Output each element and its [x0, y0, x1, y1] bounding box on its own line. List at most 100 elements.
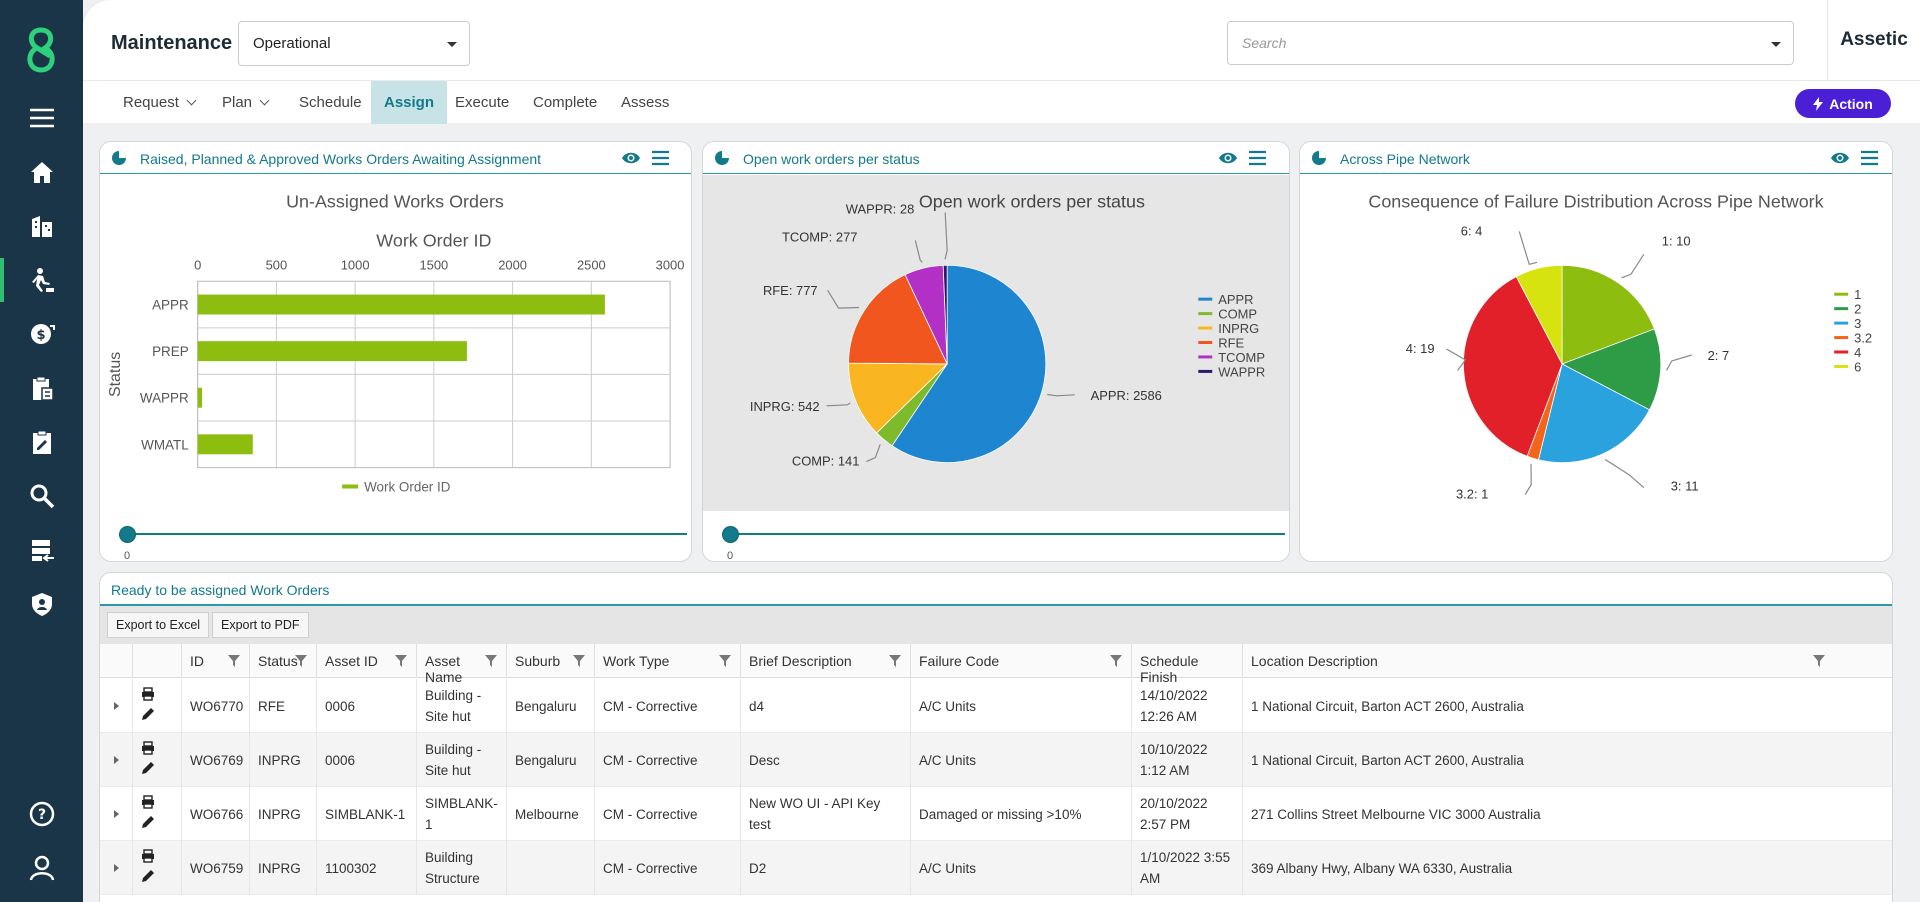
action-button[interactable]: Action: [1795, 89, 1891, 118]
module-title: Maintenance: [111, 32, 233, 54]
chart-title: Consequence of Failure Distribution Acro…: [1368, 191, 1823, 211]
table-row[interactable]: WO6759 INPRG 1100302 Building Structure CM -…: [100, 841, 1892, 895]
panel-title: Raised, Planned & Approved Works Orders …: [140, 151, 542, 167]
bar-prep: [197, 341, 467, 362]
table-row[interactable]: WO6769 INPRG 0006 Building - Site hut Bengal…: [100, 733, 1892, 787]
expand-row-icon[interactable]: [114, 864, 119, 872]
data-transfer-icon[interactable]: [0, 524, 83, 576]
table-header: ID Status Asset ID Asset Name Suburb Work Typ…: [100, 644, 1892, 685]
range-slider[interactable]: 0: [717, 520, 1285, 561]
filter-icon[interactable]: [1813, 655, 1825, 667]
col-work-type-cell: CM - Corrective: [594, 787, 740, 841]
col-status-cell: INPRG: [249, 841, 316, 895]
pie-chart-icon: [112, 151, 126, 165]
edit-icon[interactable]: [141, 869, 155, 883]
data-label: INPRG: 542: [750, 399, 820, 414]
col-brief-description-header[interactable]: Brief Description: [740, 644, 910, 678]
filter-icon[interactable]: [228, 655, 240, 667]
search-placeholder: Search: [1242, 35, 1287, 51]
edit-icon[interactable]: [141, 707, 155, 721]
legend-label: TCOMP: [1218, 350, 1265, 365]
search-icon[interactable]: [0, 470, 83, 522]
print-icon[interactable]: [141, 687, 155, 701]
building-icon[interactable]: [0, 200, 83, 252]
eye-icon[interactable]: [1218, 150, 1238, 166]
clipboard-calc-icon[interactable]: [0, 362, 83, 414]
col-asset-id-header[interactable]: Asset ID: [316, 644, 416, 678]
col-work-type-cell: CM - Corrective: [594, 841, 740, 895]
home-icon[interactable]: [0, 146, 83, 198]
chevron-down-icon: [1771, 42, 1781, 47]
expand-row-icon[interactable]: [114, 702, 119, 710]
tab-plan[interactable]: Plan: [209, 81, 281, 124]
col-id-cell: WO6759: [181, 841, 249, 895]
search-input[interactable]: Search: [1227, 21, 1794, 65]
filter-icon[interactable]: [1110, 655, 1122, 667]
table-row[interactable]: WO6770 RFE 0006 Building - Site hut Bengalur…: [100, 679, 1892, 733]
eye-icon[interactable]: [621, 150, 641, 166]
data-label-connector: [866, 444, 881, 463]
col-location-description-header[interactable]: Location Description: [1242, 644, 1834, 678]
finance-icon[interactable]: $: [0, 308, 83, 360]
column-divider: [132, 841, 133, 895]
data-label: 3: 11: [1671, 479, 1699, 494]
print-icon[interactable]: [141, 741, 155, 755]
expand-row-icon[interactable]: [114, 756, 119, 764]
clipboard-edit-icon[interactable]: [0, 416, 83, 468]
worker-icon[interactable]: [0, 254, 83, 306]
export-excel-button[interactable]: Export to Excel: [107, 612, 210, 638]
filter-icon[interactable]: [395, 655, 407, 667]
hamburger-icon[interactable]: [652, 150, 669, 166]
menu-icon[interactable]: [0, 92, 83, 144]
assetic-logo[interactable]: [20, 26, 62, 74]
col-schedule-finish-cell: 14/10/2022 12:26 AM: [1131, 679, 1242, 733]
col-schedule-finish-header[interactable]: Schedule Finish: [1131, 644, 1242, 685]
filter-icon[interactable]: [573, 655, 585, 667]
filter-icon[interactable]: [719, 655, 731, 667]
slider-handle[interactable]: [119, 526, 136, 543]
pie-slice-rfe: [848, 274, 948, 365]
col-suburb-cell: Bengaluru: [506, 733, 594, 787]
filter-icon[interactable]: [295, 655, 307, 667]
col-suburb-header[interactable]: Suburb: [506, 644, 594, 678]
print-icon[interactable]: [141, 849, 155, 863]
export-pdf-button[interactable]: Export to PDF: [212, 612, 309, 638]
help-icon[interactable]: ?: [0, 788, 83, 840]
col-id-header[interactable]: ID: [181, 644, 249, 678]
eye-icon[interactable]: [1830, 150, 1850, 166]
col-status-cell: INPRG: [249, 787, 316, 841]
col-suburb-cell: Bengaluru: [506, 679, 594, 733]
col-work-type-header[interactable]: Work Type: [594, 644, 740, 678]
print-icon[interactable]: [141, 795, 155, 809]
col-asset-name-header[interactable]: Asset Name: [416, 644, 506, 685]
range-slider[interactable]: 0: [114, 520, 687, 561]
tab-assess[interactable]: Assess: [608, 81, 682, 124]
module-select[interactable]: Operational: [238, 21, 470, 66]
tab-execute[interactable]: Execute: [442, 81, 522, 124]
col-schedule-finish-cell: 20/10/2022 2:57 PM: [1131, 787, 1242, 841]
pie-chart-icon: [1312, 151, 1326, 165]
pie-slice-inprg: [848, 362, 949, 434]
column-label: Failure Code: [919, 653, 1000, 669]
pie-slice-appr: [891, 264, 1047, 463]
table-row[interactable]: WO6766 INPRG SIMBLANK-1 SIMBLANK-1 Melbourne…: [100, 787, 1892, 841]
col-status-header[interactable]: Status: [249, 644, 316, 678]
col-suburb-cell: [506, 841, 594, 895]
filter-icon[interactable]: [889, 655, 901, 667]
edit-icon[interactable]: [141, 761, 155, 775]
tab-request[interactable]: Request: [110, 81, 208, 124]
edit-icon[interactable]: [141, 815, 155, 829]
tab-assign[interactable]: Assign: [371, 81, 448, 124]
hamburger-icon[interactable]: [1861, 150, 1878, 166]
slider-handle[interactable]: [722, 526, 739, 543]
col-failure-code-header[interactable]: Failure Code: [910, 644, 1131, 678]
tab-schedule[interactable]: Schedule: [286, 81, 375, 124]
filter-icon[interactable]: [485, 655, 497, 667]
data-label: 2: 7: [1708, 348, 1730, 363]
hamburger-icon[interactable]: [1249, 150, 1266, 166]
shield-user-icon[interactable]: [0, 578, 83, 630]
user-icon[interactable]: [0, 842, 83, 894]
tab-label: Execute: [455, 94, 510, 111]
tab-complete[interactable]: Complete: [520, 81, 610, 124]
expand-row-icon[interactable]: [114, 810, 119, 818]
